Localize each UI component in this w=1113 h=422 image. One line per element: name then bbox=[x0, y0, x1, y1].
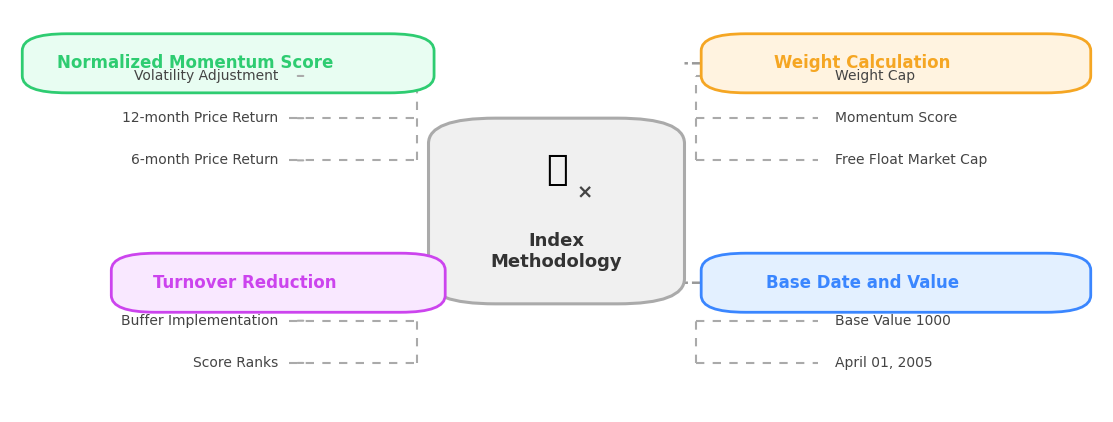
Text: Index
Methodology: Index Methodology bbox=[491, 233, 622, 271]
Text: Base Date and Value: Base Date and Value bbox=[766, 274, 959, 292]
Text: Weight Calculation: Weight Calculation bbox=[775, 54, 951, 72]
FancyBboxPatch shape bbox=[22, 34, 434, 93]
Text: Free Float Market Cap: Free Float Market Cap bbox=[835, 153, 987, 168]
Text: Momentum Score: Momentum Score bbox=[835, 111, 957, 125]
Text: Volatility Adjustment: Volatility Adjustment bbox=[134, 69, 278, 83]
Text: April 01, 2005: April 01, 2005 bbox=[835, 356, 933, 370]
Text: 🗄: 🗄 bbox=[545, 153, 568, 187]
FancyBboxPatch shape bbox=[429, 118, 684, 304]
Text: Buffer Implementation: Buffer Implementation bbox=[121, 314, 278, 328]
Text: 12-month Price Return: 12-month Price Return bbox=[122, 111, 278, 125]
FancyBboxPatch shape bbox=[701, 34, 1091, 93]
FancyBboxPatch shape bbox=[111, 253, 445, 312]
Text: Weight Cap: Weight Cap bbox=[835, 69, 915, 83]
FancyBboxPatch shape bbox=[701, 253, 1091, 312]
Text: 6-month Price Return: 6-month Price Return bbox=[131, 153, 278, 168]
Text: Score Ranks: Score Ranks bbox=[193, 356, 278, 370]
Text: Base Value 1000: Base Value 1000 bbox=[835, 314, 951, 328]
Text: Turnover Reduction: Turnover Reduction bbox=[154, 274, 336, 292]
Text: ×: × bbox=[577, 184, 592, 203]
Text: Normalized Momentum Score: Normalized Momentum Score bbox=[57, 54, 333, 72]
